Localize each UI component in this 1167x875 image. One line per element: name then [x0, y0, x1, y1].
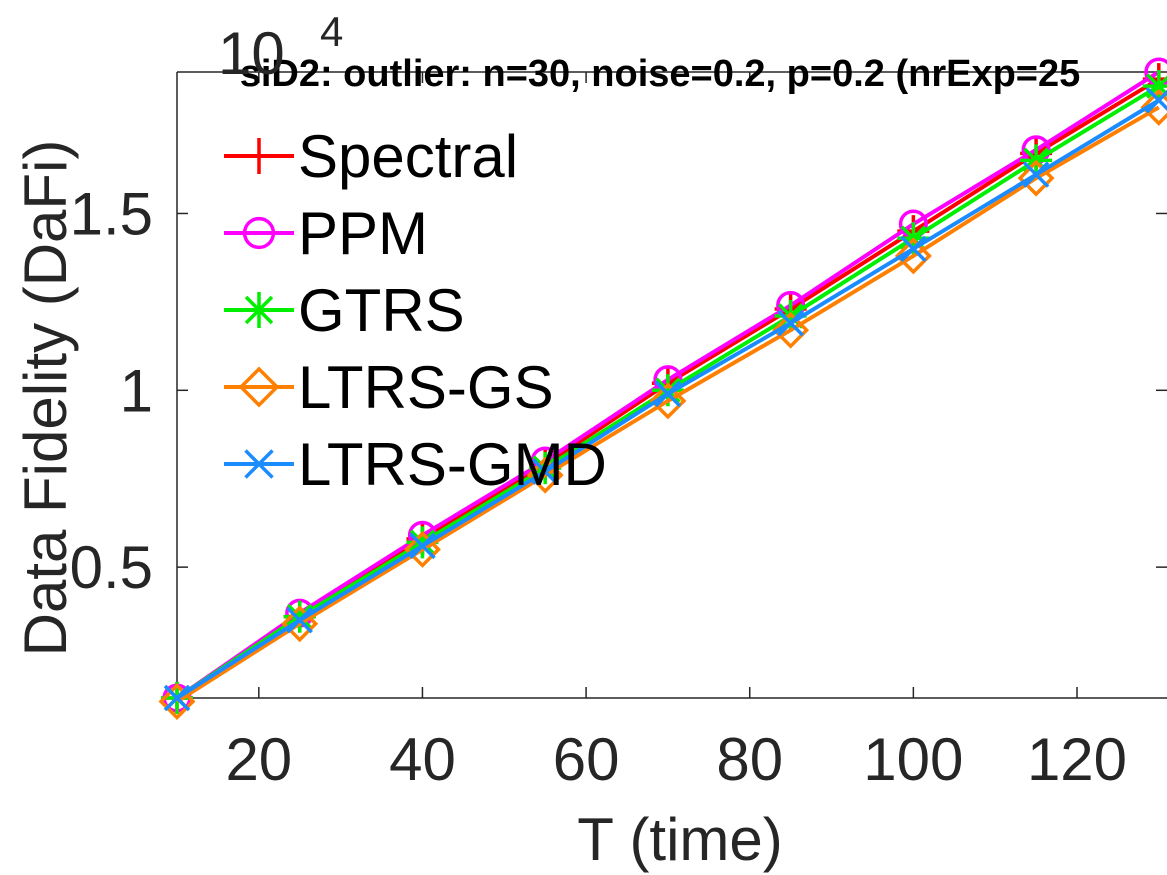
marker-diamond — [281, 605, 319, 643]
x-tick-label: 20 — [225, 726, 292, 793]
legend: Spectral PPM GTRS LTRS-GS LTRS-GMD — [224, 123, 607, 498]
y-tick-label: 0.5 — [70, 534, 153, 601]
legend-label: PPM — [298, 200, 428, 267]
marker-diamond — [1017, 159, 1055, 197]
chart-marks: 20 40 60 80 100 120 0.5 1 1.5 Spectral PPM GTRS LTRS… — [70, 57, 1167, 793]
y-tick-label: 1 — [120, 357, 153, 424]
x-axis-label: T (time) — [577, 806, 783, 873]
marker-x — [1022, 161, 1050, 188]
legend-item: GTRS — [224, 277, 465, 344]
series-line — [175, 105, 1160, 704]
x-tick-label: 40 — [389, 726, 456, 793]
marker-x — [286, 606, 313, 634]
chart-title: siD2: outlier: n=30, noise=0.2, p=0.2 (n… — [240, 53, 1081, 95]
y-multiplier-base: 10 — [218, 20, 285, 87]
marker-x — [777, 309, 804, 337]
x-tick-label: 60 — [553, 726, 620, 793]
series-ltrs-gs — [158, 88, 1167, 721]
marker-diamond — [238, 366, 280, 408]
x-tick-label: 120 — [1027, 726, 1127, 793]
x-tick-label: 80 — [716, 726, 783, 793]
marker-x — [163, 684, 191, 712]
marker-plus — [241, 138, 277, 174]
x-tick-label: 100 — [863, 726, 963, 793]
marker-diamond — [403, 530, 441, 568]
marker-circle — [242, 216, 276, 250]
marker-asterisk — [283, 600, 316, 633]
y-tick-label: 1.5 — [70, 180, 153, 247]
marker-diamond — [526, 456, 564, 494]
legend-label: Spectral — [298, 123, 518, 190]
legend-item: Spectral — [224, 123, 518, 190]
marker-x — [244, 449, 274, 479]
marker-diamond — [894, 237, 932, 275]
legend-label: LTRS-GMD — [298, 431, 607, 498]
series-ltrs-gmd — [163, 87, 1167, 712]
marker-x — [531, 458, 559, 485]
marker-asterisk — [651, 374, 684, 407]
legend-item: LTRS-GMD — [224, 431, 607, 498]
marker-asterisk — [406, 526, 439, 559]
legend-item: LTRS-GS — [224, 354, 554, 421]
marker-diamond — [649, 382, 687, 420]
y-axis-label: Data Fidelity (DaFi) — [12, 140, 79, 657]
marker-x — [900, 235, 927, 263]
marker-asterisk — [1142, 70, 1167, 103]
marker-asterisk — [529, 452, 562, 485]
marker-x — [654, 380, 682, 408]
legend-label: GTRS — [298, 277, 465, 344]
legend-item: PPM — [224, 200, 428, 267]
marker-diamond — [772, 311, 810, 349]
marker-diamond — [1140, 88, 1167, 126]
marker-x — [409, 532, 436, 560]
marker-diamond — [158, 683, 196, 721]
legend-label: LTRS-GS — [298, 354, 554, 421]
y-multiplier-exponent: 4 — [320, 8, 343, 55]
marker-asterisk — [241, 292, 277, 328]
